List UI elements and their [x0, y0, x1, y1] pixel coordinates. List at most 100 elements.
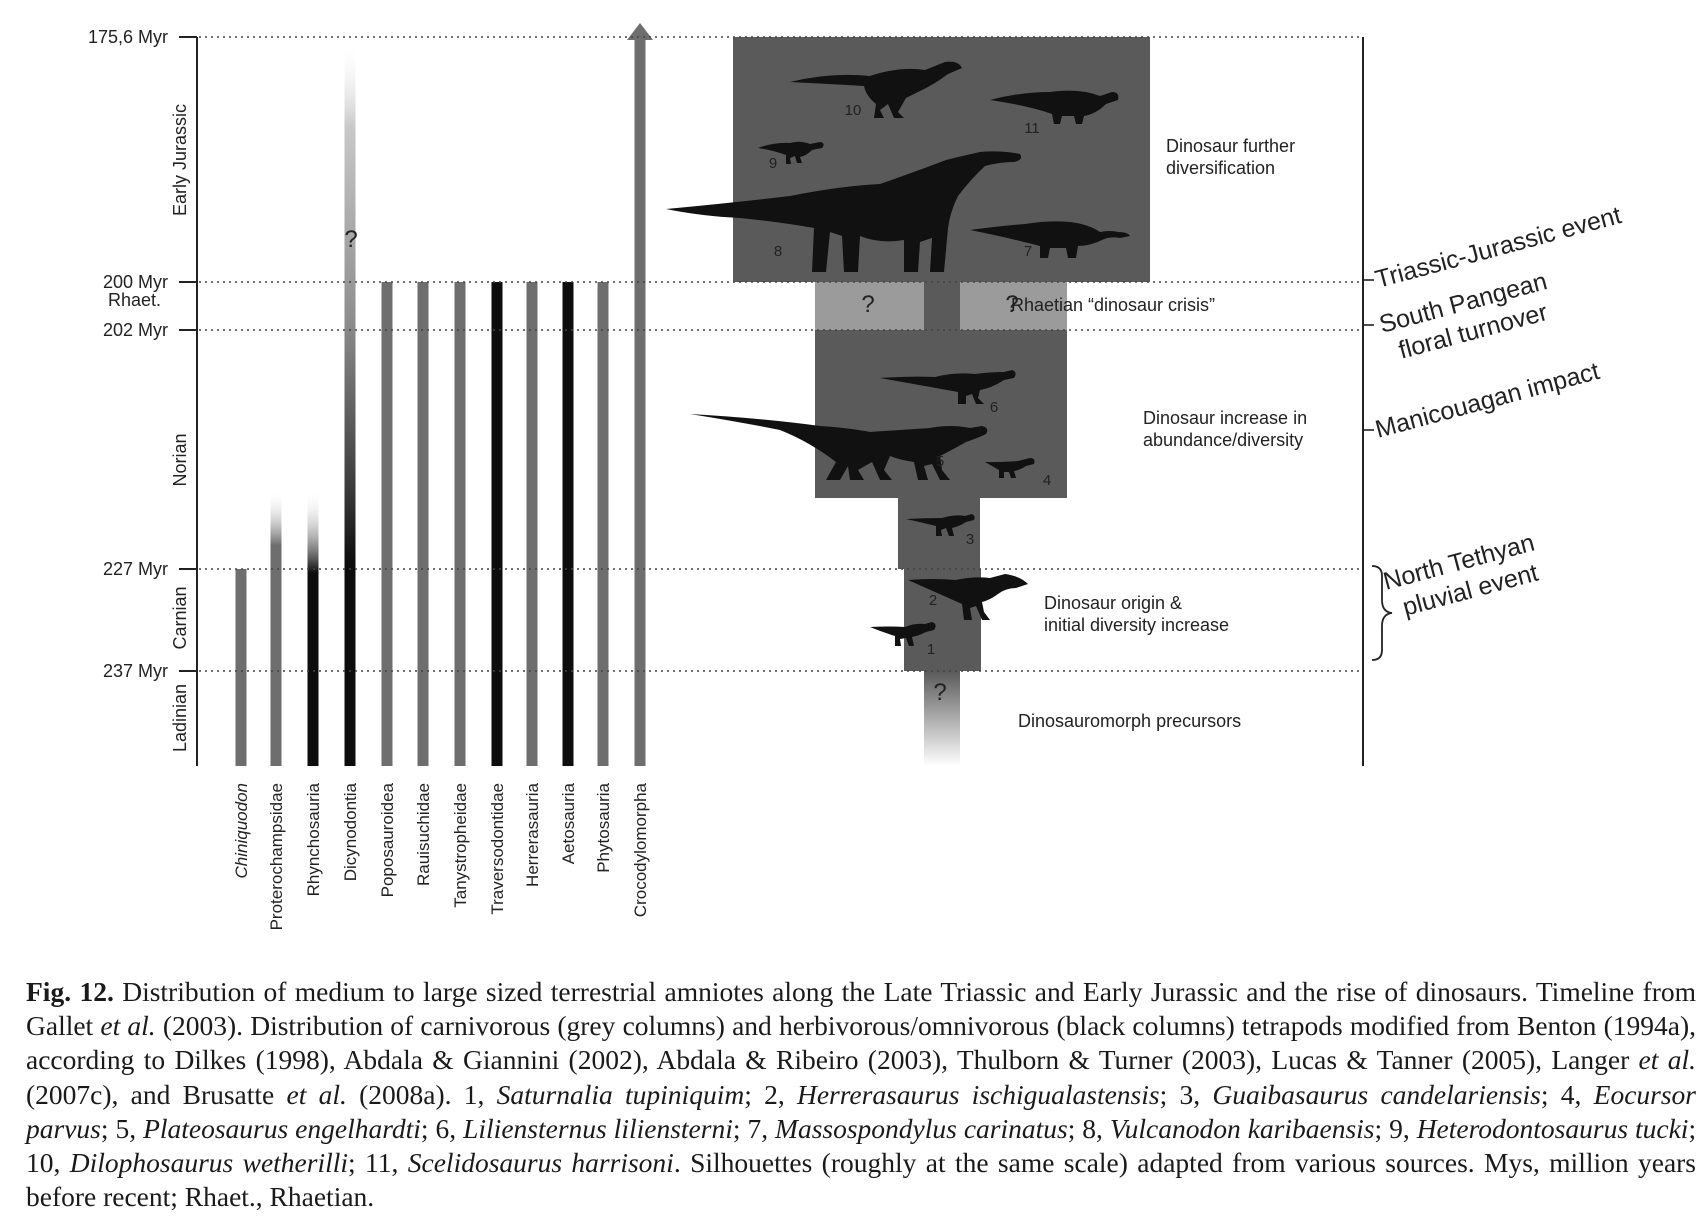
silhouette-number: 9: [769, 155, 777, 172]
caption-run: (2003). Distribution of carnivorous (gre…: [26, 1010, 1696, 1076]
taxon-label: Rauisuchidae: [414, 783, 433, 886]
event-label-pluvial: North Tethyan pluvial event: [1380, 527, 1552, 625]
silhouette-number: 1: [927, 641, 935, 658]
caption-run: et al.: [286, 1078, 347, 1110]
caption-run: ; 6,: [420, 1112, 464, 1144]
taxon-label: Rhynchosauria: [304, 782, 323, 896]
caption-run: ; 3,: [1159, 1078, 1213, 1110]
phase-label: Dinosaur origin & initial diversity incre…: [1044, 593, 1229, 635]
question-mark: ?: [861, 291, 874, 318]
caption-run: Guaibasaurus candelariensis: [1212, 1078, 1541, 1110]
time-tick-label: 175,6 Myr: [88, 27, 168, 47]
taxon-column: [454, 282, 466, 766]
silhouette-number: 5: [936, 453, 944, 470]
event-label-manicouagan: Manicouagan impact: [1372, 357, 1602, 444]
time-tick-label: 227 Myr: [103, 559, 168, 579]
silhouette-number: 6: [990, 399, 998, 416]
taxon-column: [344, 40, 356, 766]
caption-run: . Silhouettes (roughly at the same scale…: [26, 1147, 1697, 1213]
precursor-fade: [924, 671, 960, 766]
caption-run: (2008a). 1,: [346, 1078, 497, 1110]
taxon-column: [562, 282, 574, 766]
caption-run: ; 5,: [100, 1112, 144, 1144]
silhouette-11: [990, 90, 1119, 124]
caption-body: Distribution of medium to large sized te…: [26, 976, 1696, 1212]
caption-run: Scelidosaurus harrisoni: [407, 1147, 674, 1179]
caption-run: ; 2,: [744, 1078, 797, 1110]
question-mark: ?: [933, 679, 946, 706]
taxon-label: Herrerasauria: [523, 782, 542, 886]
caption-run: ; 7,: [732, 1112, 776, 1144]
taxon-column: [526, 282, 538, 766]
caption-run: ; 9,: [1374, 1112, 1417, 1144]
caption-run: Saturnalia tupiniquim: [496, 1078, 745, 1110]
timeline-figure: 175,6 Myr 200 Myr 202 Myr 227 Myr 237 Myr Ear…: [88, 23, 1624, 930]
phase-label: Dinosaur further diversification: [1166, 136, 1295, 178]
caption-run: Eocursor parvus: [26, 1078, 1697, 1144]
silhouette-number: 10: [845, 102, 862, 119]
stage-label: Norian: [170, 433, 190, 486]
time-tick-label: 202 Myr: [103, 320, 168, 340]
taxon-column: [491, 282, 503, 766]
taxon-label: Dicynodontia: [341, 782, 360, 881]
taxon-label: Tanystropheidae: [451, 783, 470, 908]
caption-label: Fig. 12.: [26, 976, 114, 1007]
taxon-column: [597, 282, 609, 766]
caption-run: et al.: [1638, 1044, 1696, 1076]
caption-run: et al.: [100, 1010, 156, 1042]
phase-label: Dinosaur increase in abundance/diversity: [1143, 408, 1307, 450]
silhouette-number: 2: [929, 592, 937, 609]
figure-caption: Fig. 12. Distribution of medium to large…: [26, 975, 1696, 1214]
stage-label: Carnian: [170, 586, 190, 649]
phase-label: Dinosauromorph precursors: [1018, 711, 1241, 731]
silhouette-5: [690, 414, 988, 480]
caption-run: Plateosaurus engelhardti: [143, 1112, 421, 1144]
uncertain-mark: ?: [344, 226, 357, 253]
taxa-columns: Chiniquodon Proterochampsidae Rhynchosauri…: [232, 23, 653, 930]
events: Triassic-Jurassic event South Pangean fl…: [1363, 201, 1624, 661]
caption-run: ; 10,: [26, 1112, 1697, 1179]
silhouette-1: [870, 622, 936, 646]
caption-run: Massospondylus carinatus: [775, 1112, 1068, 1144]
caption-run: Heterodontosaurus tucki: [1416, 1112, 1689, 1144]
time-tick-label: 200 Myr: [103, 272, 168, 292]
stage-label: Early Jurassic: [170, 104, 190, 216]
taxon-label: Poposauroidea: [378, 782, 397, 897]
taxon-label: Chiniquodon: [232, 783, 251, 878]
silhouette-number: 11: [1024, 120, 1040, 137]
taxon-label: Aetosauria: [559, 782, 578, 864]
taxon-column: [270, 490, 282, 766]
silhouette-6: [880, 370, 1016, 404]
figure-labels: Dinosaur further diversification Rhaetian …: [769, 102, 1307, 731]
time-gridlines: [199, 36, 1363, 672]
caption-run: Distribution of medium to large sized te…: [26, 976, 1696, 1042]
silhouette-number: 7: [1024, 243, 1032, 260]
caption-run: ; 8,: [1067, 1112, 1110, 1144]
silhouette-4: [985, 458, 1035, 478]
stage-label: Rhaet.: [108, 290, 161, 310]
caption-run: ; 11,: [348, 1147, 408, 1179]
taxon-column: [381, 282, 393, 766]
silhouette-7: [970, 221, 1130, 258]
figure: 175,6 Myr 200 Myr 202 Myr 227 Myr 237 Myr Ear…: [88, 23, 1624, 930]
dinosaur-silhouettes: [666, 61, 1130, 646]
taxon-column: [235, 569, 247, 766]
silhouette-8: [666, 151, 1022, 272]
caption-run: ; 4,: [1540, 1078, 1594, 1110]
silhouette-3: [906, 514, 975, 536]
event-brace-pluvial: [1371, 565, 1393, 661]
taxon-label: Proterochampsidae: [267, 783, 286, 930]
phase-label: Rhaetian “dinosaur crisis”: [1011, 295, 1215, 315]
time-axis: 175,6 Myr 200 Myr 202 Myr 227 Myr 237 Myr Ear…: [88, 27, 1364, 766]
taxon-column: [417, 282, 429, 766]
silhouette-number: 8: [774, 243, 782, 260]
question-mark: ?: [1005, 291, 1018, 318]
caption-run: Vulcanodon karibaensis: [1109, 1112, 1375, 1144]
silhouette-number: 3: [966, 531, 974, 548]
caption-run: Dilophosaurus wetherilli: [69, 1147, 349, 1179]
taxon-column: [634, 40, 646, 766]
taxon-label: Crocodylomorpha: [631, 782, 650, 917]
taxon-label: Phytosauria: [594, 782, 613, 872]
taxon-column: [307, 490, 319, 766]
caption-run: Liliensternus liliensterni: [463, 1112, 733, 1144]
